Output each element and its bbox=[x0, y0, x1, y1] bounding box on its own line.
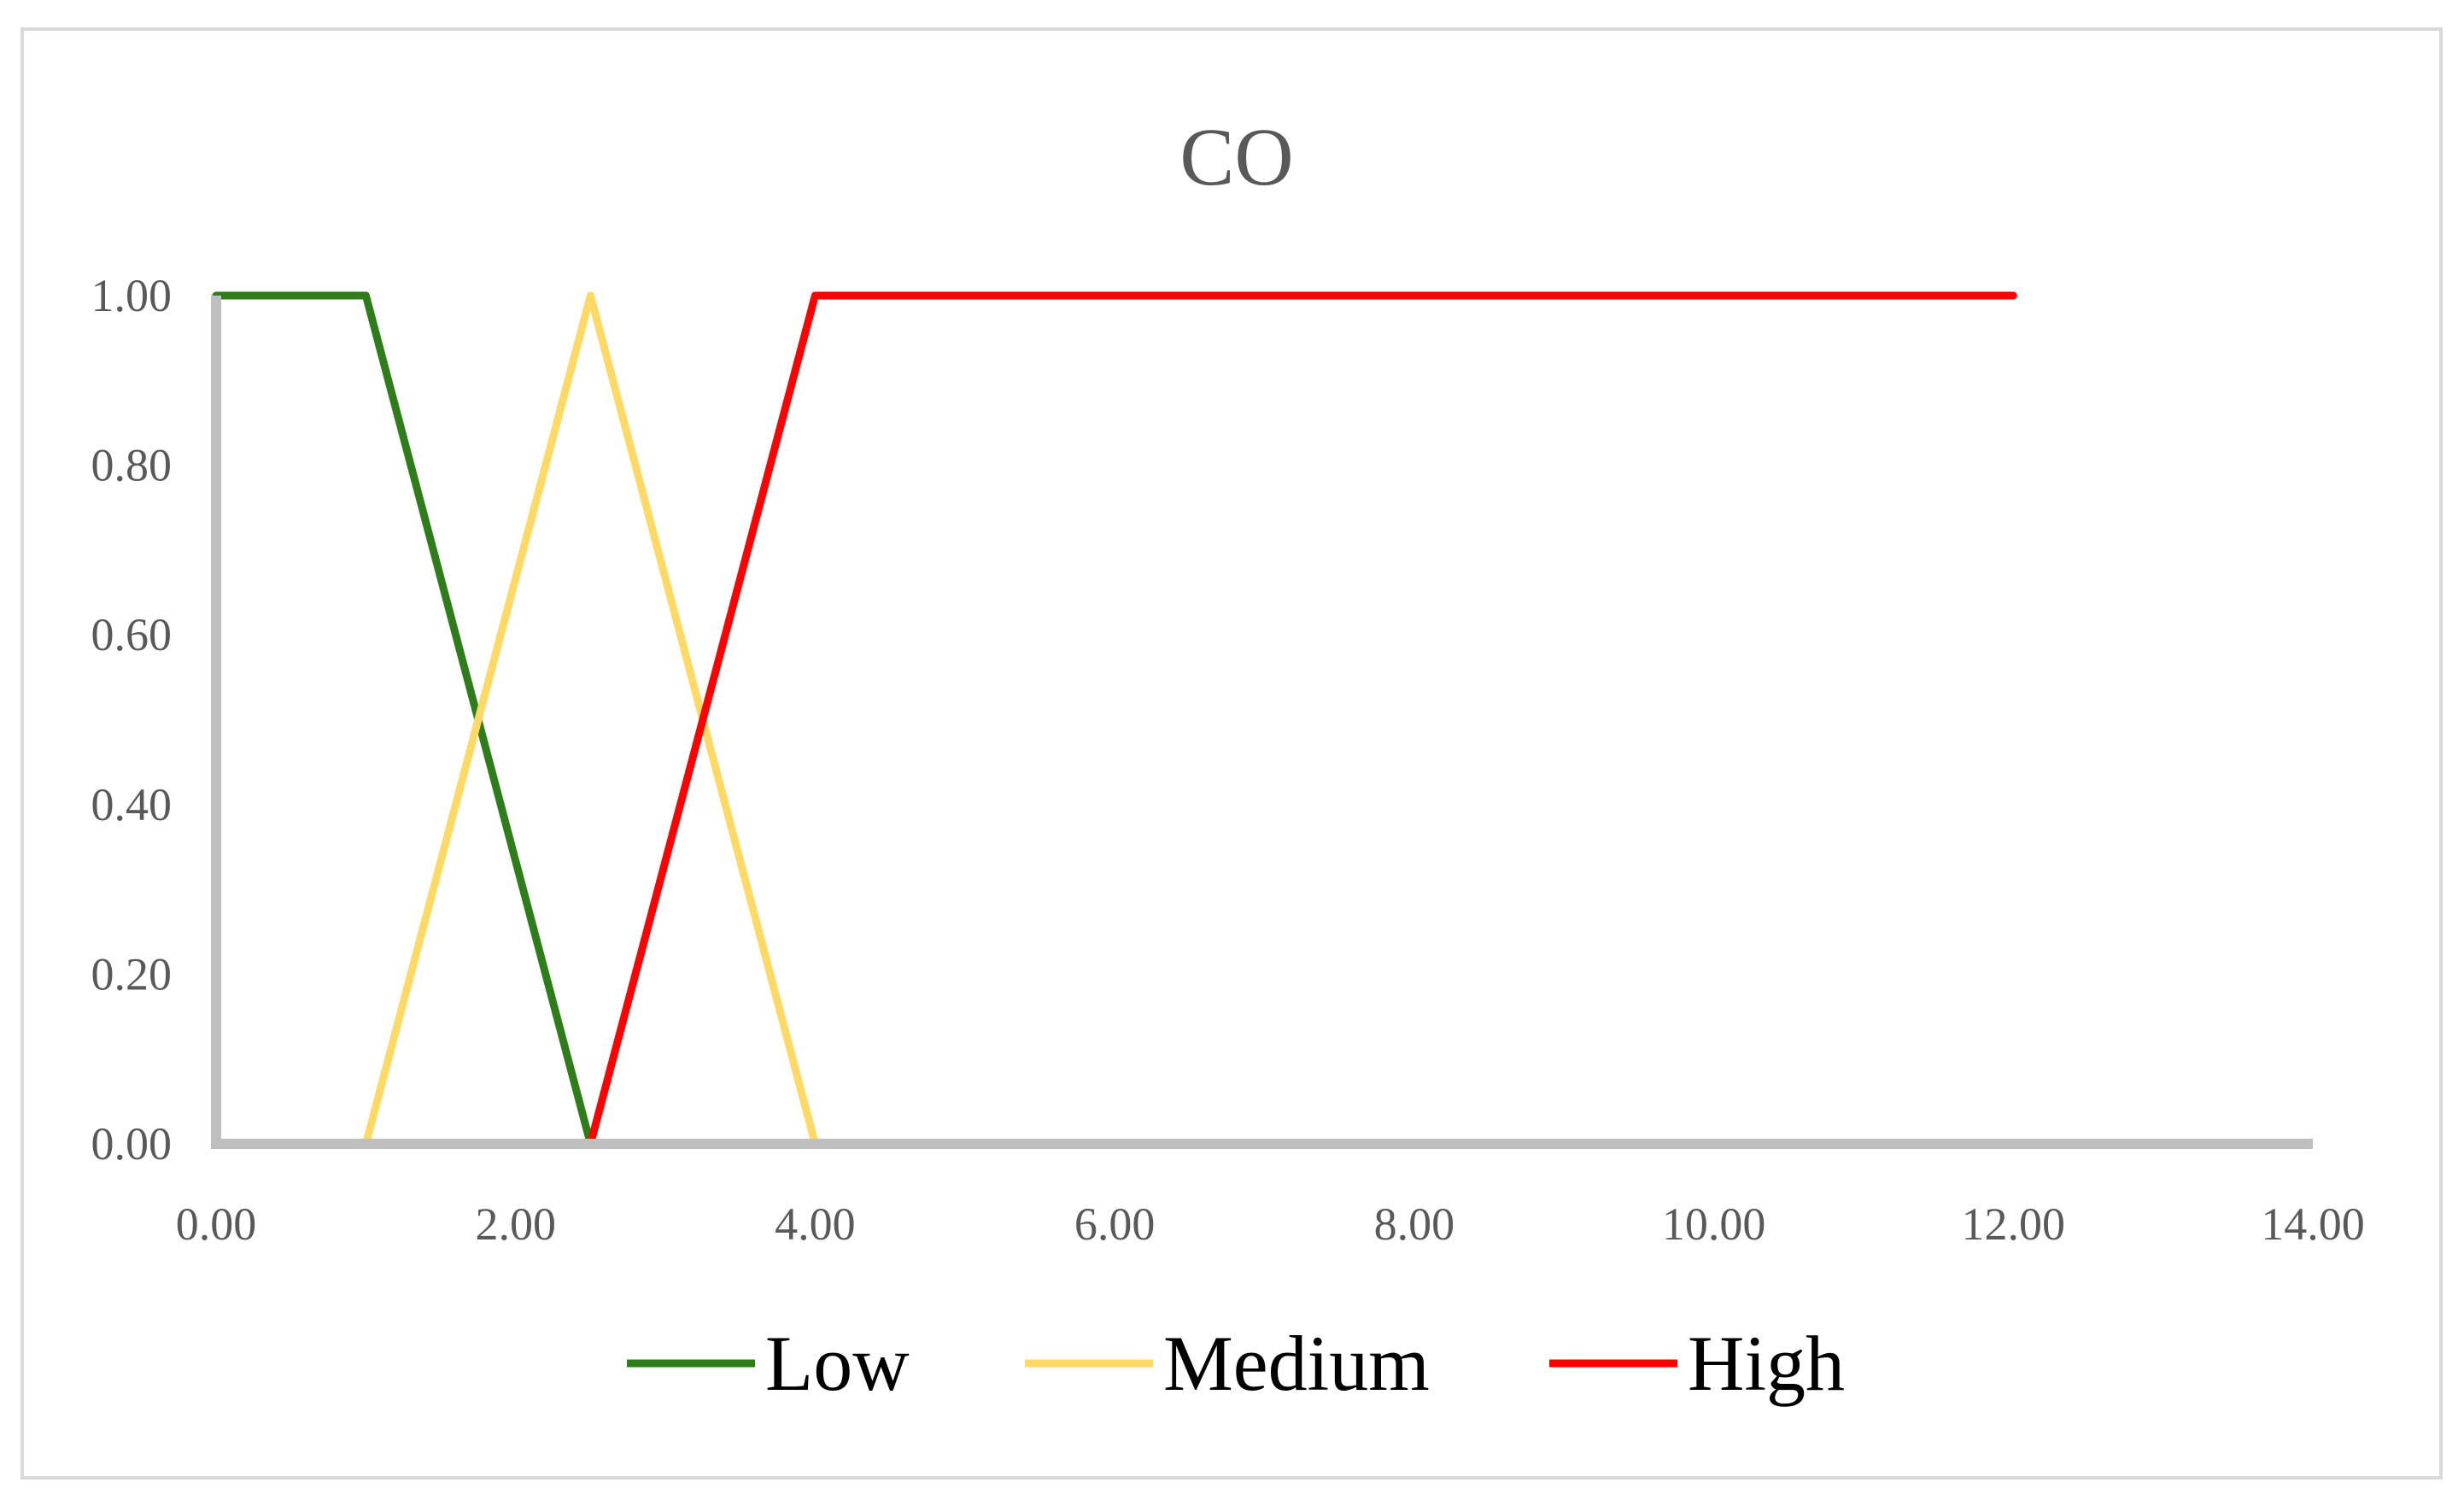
y-tick-label: 1.00 bbox=[91, 270, 173, 321]
chart-svg: CO 0.00 0.20 0.40 0.60 0.80 1.00 0.00 2.00 4.00… bbox=[91, 111, 2365, 1407]
y-tick-label: 0.60 bbox=[91, 609, 173, 660]
chart-frame: CO 0.00 0.20 0.40 0.60 0.80 1.00 0.00 2.00 4.00… bbox=[20, 27, 2443, 1480]
series-line-high bbox=[212, 291, 2017, 1148]
y-tick-label: 0.80 bbox=[91, 440, 173, 491]
series-line-low bbox=[212, 291, 2017, 1148]
y-tick-label: 0.40 bbox=[91, 779, 173, 830]
legend-label-medium: Medium bbox=[1163, 1320, 1430, 1407]
x-tick-label: 2.00 bbox=[475, 1198, 556, 1250]
y-tick-labels: 0.00 0.20 0.40 0.60 0.80 1.00 bbox=[91, 270, 173, 1169]
y-tick-label: 0.00 bbox=[91, 1118, 173, 1169]
x-tick-label: 0.00 bbox=[176, 1198, 257, 1250]
series-lines bbox=[212, 291, 2017, 1148]
x-tick-label: 14.00 bbox=[2261, 1198, 2365, 1250]
chart-title: CO bbox=[1179, 111, 1293, 202]
x-tick-label: 6.00 bbox=[1074, 1198, 1156, 1250]
legend: Low Medium High bbox=[627, 1320, 1845, 1407]
x-tick-label: 12.00 bbox=[1962, 1198, 2066, 1250]
x-tick-label: 10.00 bbox=[1662, 1198, 1766, 1250]
x-tick-labels: 0.00 2.00 4.00 6.00 8.00 10.00 12.00 14.00 bbox=[176, 1198, 2365, 1250]
x-tick-label: 8.00 bbox=[1374, 1198, 1455, 1250]
x-tick-label: 4.00 bbox=[775, 1198, 856, 1250]
series-line-medium bbox=[212, 291, 2017, 1148]
legend-label-low: Low bbox=[765, 1320, 910, 1407]
y-tick-label: 0.20 bbox=[91, 948, 173, 999]
legend-label-high: High bbox=[1688, 1320, 1845, 1407]
